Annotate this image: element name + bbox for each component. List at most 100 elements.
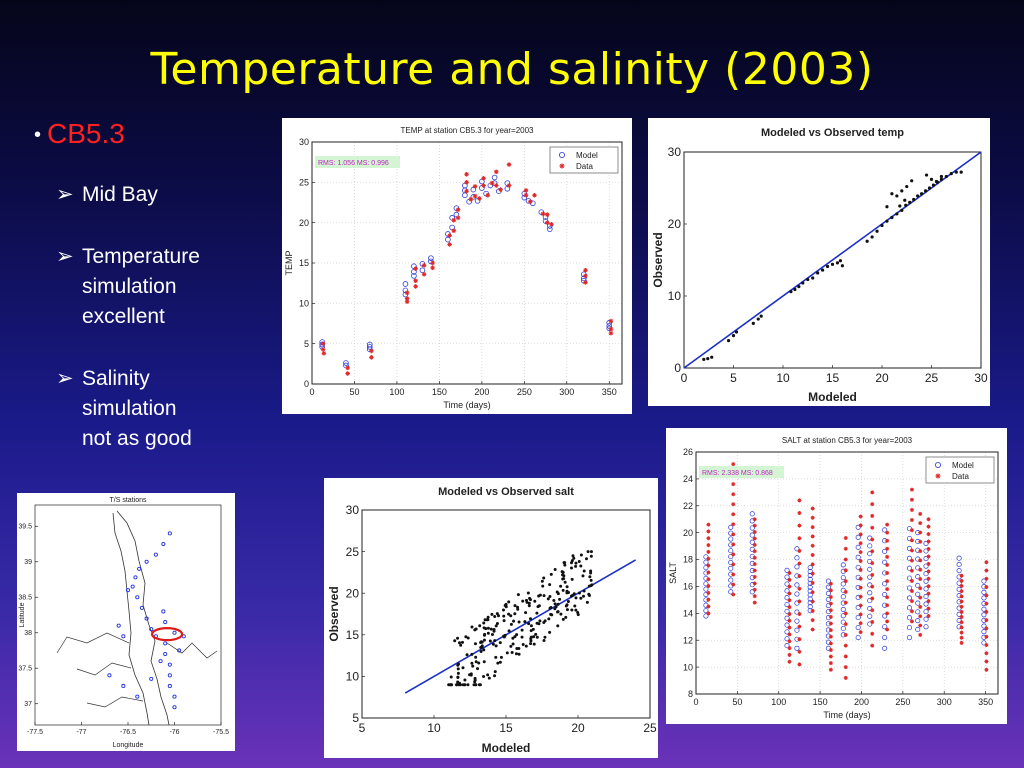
- data-point: [583, 273, 588, 279]
- data-point: [984, 651, 989, 656]
- legend-model-label: Model: [576, 151, 598, 160]
- scatter-point: [885, 205, 889, 209]
- x-tick-label: 300: [937, 697, 952, 707]
- model-point: [915, 600, 921, 606]
- y-tick-label: 20: [683, 528, 693, 538]
- data-point: [797, 586, 802, 591]
- scatter-point: [502, 619, 506, 623]
- data-point: [984, 593, 989, 598]
- legend-box: [925, 456, 995, 484]
- data-point: [870, 502, 875, 507]
- scatter-point: [496, 614, 500, 618]
- data-point: [870, 608, 875, 613]
- model-point: [906, 625, 913, 631]
- x-axis-label: Modeled: [808, 390, 857, 404]
- station-point: [172, 694, 177, 699]
- legend-data-marker: [559, 163, 565, 169]
- scatter-point: [880, 223, 884, 228]
- legend-model-marker: [558, 152, 565, 159]
- scatter-point: [570, 559, 574, 563]
- model-point: [784, 622, 790, 628]
- scatter-point: [495, 621, 499, 625]
- model-point: [840, 594, 846, 600]
- model-point: [462, 192, 468, 199]
- station-point: [161, 609, 166, 614]
- sub-item-mid-bay: ➢ Mid Bay: [56, 180, 256, 210]
- data-point: [797, 536, 802, 541]
- scatter-point: [870, 235, 874, 239]
- data-point: [828, 654, 833, 659]
- scatter-point: [890, 215, 894, 220]
- data-point: [608, 330, 614, 336]
- scatter-point: [513, 635, 517, 639]
- scatter-point: [516, 605, 520, 609]
- data-point: [828, 614, 833, 619]
- model-point: [703, 613, 709, 619]
- data-point: [959, 573, 964, 578]
- data-point: [787, 591, 792, 596]
- model-point: [840, 581, 846, 587]
- model-point: [728, 589, 734, 595]
- data-point: [810, 553, 815, 558]
- model-point: [728, 565, 734, 571]
- scatter-point: [563, 563, 567, 567]
- model-point: [867, 613, 873, 619]
- data-point: [787, 618, 792, 623]
- model-point: [703, 565, 709, 571]
- data-point: [828, 581, 833, 586]
- model-point: [906, 565, 913, 571]
- data-point: [810, 515, 815, 520]
- scatter-point: [549, 572, 553, 576]
- salt-mvo-panel: 5 10 15 20 25 5 10 15 20 25 30 Modeled vs Observed …: [324, 478, 658, 758]
- scatter-point: [492, 628, 496, 632]
- scatter-point: [586, 550, 590, 554]
- data-point: [918, 576, 923, 581]
- data-point: [959, 630, 964, 635]
- data-point: [498, 187, 503, 192]
- station-point: [130, 584, 135, 589]
- data-point: [858, 559, 863, 564]
- data-point: [959, 594, 964, 599]
- model-point: [981, 589, 987, 595]
- y-tick-label: 37.5: [18, 666, 32, 673]
- slide-title: Temperature and salinity (2003): [150, 44, 874, 95]
- model-point: [981, 595, 987, 601]
- model-point: [807, 568, 813, 575]
- scatter-point: [490, 612, 494, 616]
- scatter-point: [456, 671, 460, 675]
- model-point: [855, 554, 861, 560]
- data-point: [468, 196, 474, 202]
- data-point: [984, 667, 989, 672]
- station-point: [107, 673, 112, 678]
- scatter-point: [944, 174, 948, 179]
- scatter-point: [493, 614, 497, 618]
- scatter-point: [489, 627, 493, 631]
- sub-item-line: Temperature: [82, 245, 200, 268]
- scatter-point: [910, 179, 914, 183]
- plot-frame: [34, 504, 222, 726]
- data-point: [870, 584, 875, 589]
- scatter-point: [482, 638, 486, 642]
- y-tick-label: 37: [24, 701, 32, 708]
- scatter-point: [460, 640, 464, 644]
- scatter-point: [589, 554, 593, 558]
- scatter-point: [477, 661, 481, 665]
- model-point: [867, 621, 873, 627]
- data-point: [843, 557, 848, 562]
- data-point: [885, 619, 890, 624]
- model-point: [784, 588, 790, 594]
- data-point: [731, 542, 736, 547]
- scatter-point: [448, 683, 452, 687]
- model-point: [547, 223, 553, 229]
- data-point: [787, 652, 792, 657]
- scatter-point: [816, 271, 820, 275]
- scatter-point: [900, 189, 904, 193]
- legend-data-label: Data: [952, 472, 969, 481]
- data-point: [447, 233, 452, 238]
- data-point: [909, 548, 914, 553]
- data-point: [345, 365, 350, 371]
- scatter-point: [558, 597, 562, 601]
- model-point: [906, 585, 913, 591]
- y-axis-label: Latitude: [19, 602, 26, 627]
- scatter-point: [509, 614, 513, 618]
